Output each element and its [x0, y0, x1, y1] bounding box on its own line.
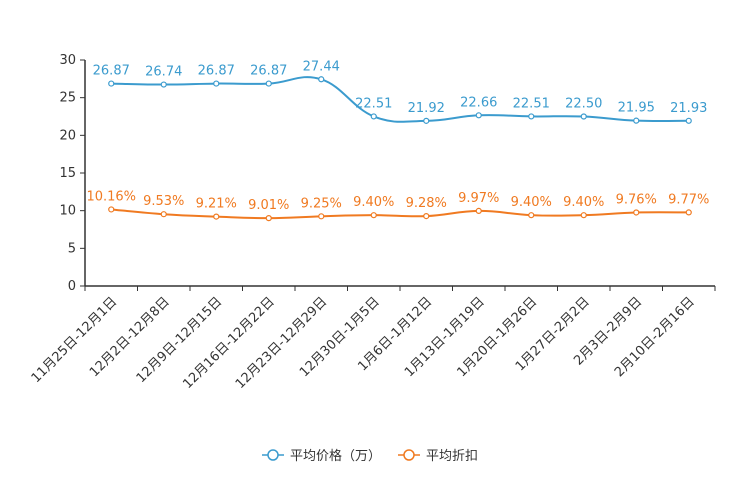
- series-0: 26.87 26.74 26.87 26.87 27.44 22.51 21.92 22.66…: [93, 59, 707, 124]
- data-point[interactable]: [475, 207, 482, 214]
- data-point[interactable]: [685, 117, 692, 124]
- data-point[interactable]: [213, 80, 220, 87]
- data-point[interactable]: [423, 212, 430, 220]
- data-label: 22.50: [565, 97, 602, 112]
- data-point[interactable]: [528, 113, 535, 120]
- data-label: 9.53%: [143, 194, 184, 209]
- data-label: 10.16%: [86, 189, 136, 204]
- legend[interactable]: 平均价格（万） 平均折扣: [262, 448, 478, 464]
- data-label: 21.95: [618, 101, 655, 116]
- y-tick-label: 25: [59, 91, 76, 106]
- y-tick-label: 10: [59, 204, 76, 219]
- data-point[interactable]: [318, 76, 325, 83]
- data-point[interactable]: [580, 113, 587, 120]
- data-label: 9.40%: [511, 195, 552, 210]
- data-point[interactable]: [265, 80, 272, 87]
- data-label: 21.93: [670, 101, 707, 116]
- data-label: 27.44: [303, 59, 340, 74]
- legend-marker-icon: [267, 449, 279, 461]
- data-point[interactable]: [318, 213, 325, 220]
- y-tick-label: 30: [59, 53, 76, 68]
- series-1: 10.16% 9.53% 9.21% 9.01% 9.25% 9.40% 9.28% 9.97…: [86, 189, 709, 222]
- data-label: 9.97%: [458, 191, 499, 206]
- series-layer: 26.87 26.74 26.87 26.87 27.44 22.51 21.92 22.66…: [86, 59, 709, 222]
- data-label: 9.25%: [301, 196, 342, 211]
- data-point[interactable]: [685, 209, 692, 216]
- data-point[interactable]: [370, 212, 377, 219]
- data-point[interactable]: [213, 213, 220, 220]
- series-line: [111, 76, 689, 123]
- data-label: 9.28%: [406, 196, 447, 211]
- data-point[interactable]: [108, 206, 115, 213]
- legend-item[interactable]: 平均价格（万）: [262, 448, 381, 464]
- data-label: 22.66: [460, 95, 497, 110]
- data-label: 26.87: [93, 64, 130, 79]
- data-point[interactable]: [108, 80, 115, 87]
- data-label: 9.40%: [353, 195, 394, 210]
- data-point[interactable]: [580, 212, 587, 219]
- data-label: 9.76%: [616, 192, 657, 207]
- x-tick-label: 12月23日-12月29日: [233, 294, 330, 391]
- data-label: 21.92: [408, 101, 445, 116]
- data-label: 9.77%: [668, 192, 709, 207]
- x-tick-label: 12月16日-12月22日: [180, 294, 277, 391]
- data-label: 22.51: [355, 96, 392, 111]
- legend-item[interactable]: 平均折扣: [398, 449, 478, 464]
- legend-label: 平均价格（万）: [290, 448, 381, 464]
- y-tick-label: 20: [59, 128, 76, 143]
- x-tick-label: 11月25日-12月1日: [29, 294, 121, 386]
- data-point[interactable]: [423, 117, 430, 124]
- legend-marker-icon: [403, 449, 415, 461]
- legend-label: 平均折扣: [426, 449, 478, 464]
- data-point[interactable]: [633, 117, 640, 124]
- data-label: 9.21%: [196, 197, 237, 212]
- y-tick-label: 0: [68, 279, 76, 294]
- data-point[interactable]: [160, 211, 167, 218]
- data-label: 9.01%: [248, 198, 289, 213]
- data-label: 9.40%: [563, 195, 604, 210]
- data-label: 26.87: [198, 64, 235, 79]
- y-tick-label: 15: [59, 166, 76, 181]
- data-point[interactable]: [633, 209, 640, 216]
- data-point[interactable]: [160, 81, 167, 88]
- data-label: 22.51: [513, 96, 550, 111]
- series-line: [111, 208, 689, 220]
- data-label: 26.74: [145, 65, 182, 80]
- y-tick-label: 5: [68, 241, 76, 256]
- data-point[interactable]: [265, 215, 272, 222]
- data-point[interactable]: [370, 113, 377, 120]
- data-label: 26.87: [250, 64, 287, 79]
- data-point[interactable]: [528, 212, 535, 219]
- data-point[interactable]: [475, 112, 482, 119]
